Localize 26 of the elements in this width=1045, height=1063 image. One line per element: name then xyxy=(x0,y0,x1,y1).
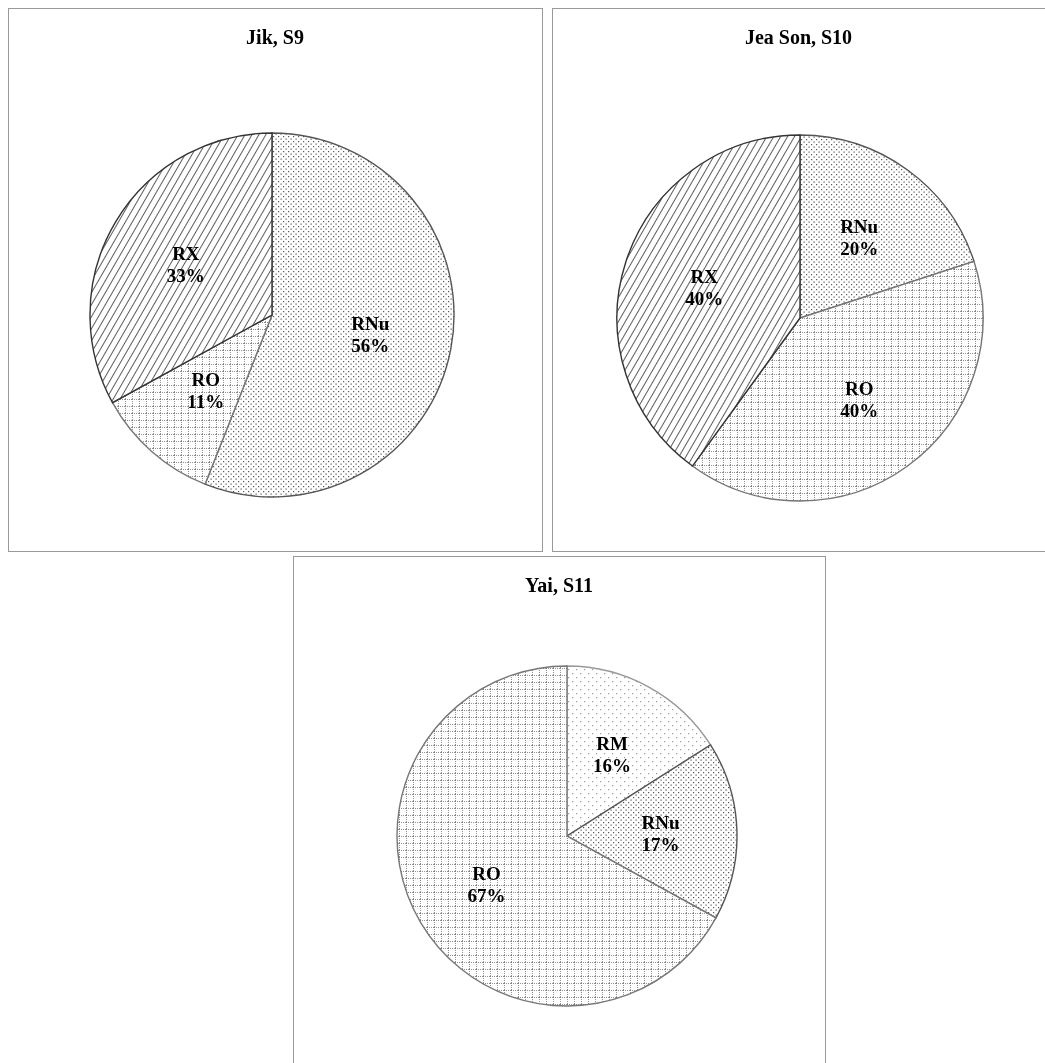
slice-label: RX xyxy=(172,243,200,265)
data-label: 40% xyxy=(685,287,724,309)
pie-slice xyxy=(111,314,273,485)
data-label: 56% xyxy=(351,334,390,356)
slice-label: RNu xyxy=(351,312,390,334)
chart-title: Yai, S11 xyxy=(525,574,593,596)
data-label: 17% xyxy=(641,834,680,856)
pie-slice xyxy=(799,134,975,319)
chart-title: Jik, S9 xyxy=(246,26,304,48)
slice-label: RM xyxy=(596,733,628,755)
chart-title: Jea Son, S10 xyxy=(744,26,853,48)
slice-label: RNu xyxy=(641,812,680,834)
slice-label: RX xyxy=(690,265,719,287)
data-label: 11% xyxy=(187,391,225,413)
pie-slice xyxy=(566,665,712,837)
pie-slice xyxy=(616,134,801,467)
slice-label: RO xyxy=(472,862,501,884)
data-label: 16% xyxy=(593,755,632,777)
slice-label: RO xyxy=(844,378,874,400)
data-label: 40% xyxy=(840,400,879,422)
data-label: 20% xyxy=(840,237,879,259)
data-label: 33% xyxy=(166,265,205,287)
pie-slice xyxy=(396,665,717,1007)
slice-label: RNu xyxy=(840,215,879,237)
slice-label: RO xyxy=(191,369,221,391)
data-label: 67% xyxy=(467,884,506,906)
